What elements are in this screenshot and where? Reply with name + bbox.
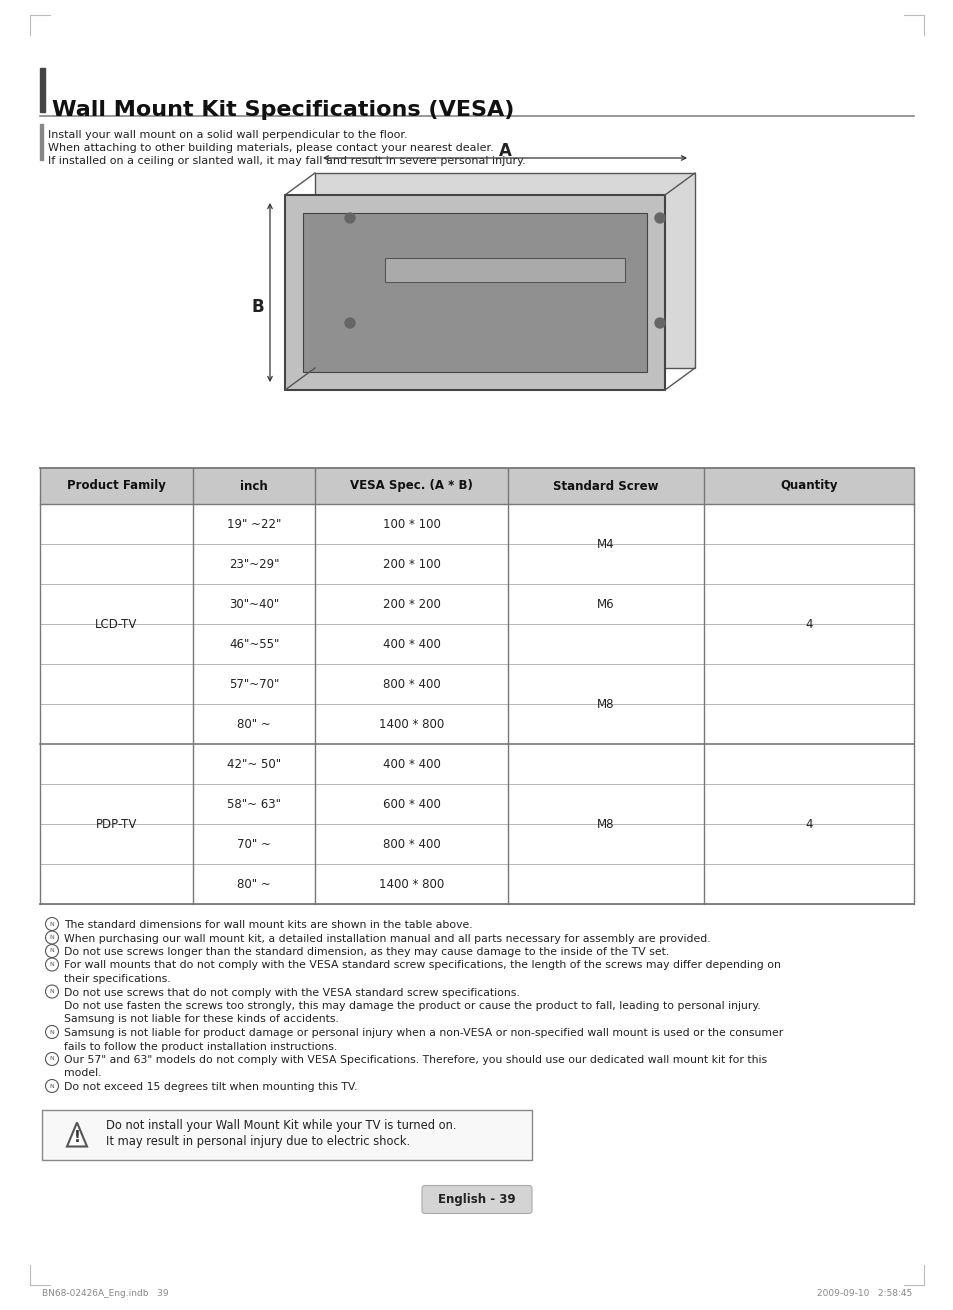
Text: M4: M4: [597, 537, 614, 550]
Text: 58"~ 63": 58"~ 63": [227, 798, 281, 811]
Text: M8: M8: [597, 697, 614, 710]
Bar: [40, 504, 913, 544]
Text: 80" ~: 80" ~: [237, 878, 271, 891]
Text: If installed on a ceiling or slanted wall, it may fall and result in severe pers: If installed on a ceiling or slanted wal…: [48, 156, 525, 166]
Bar: [40, 783, 913, 824]
Text: For wall mounts that do not comply with the VESA standard screw specifications, : For wall mounts that do not comply with …: [64, 960, 781, 971]
Text: N: N: [50, 921, 54, 926]
Text: 800 * 400: 800 * 400: [382, 837, 440, 850]
Text: Do not exceed 15 degrees tilt when mounting this TV.: Do not exceed 15 degrees tilt when mount…: [64, 1082, 357, 1093]
Text: !: !: [73, 1131, 80, 1145]
Bar: [40, 624, 913, 664]
Polygon shape: [314, 173, 695, 368]
Text: inch: inch: [240, 479, 268, 493]
Text: Product Family: Product Family: [67, 479, 166, 493]
Text: PDP-TV: PDP-TV: [95, 817, 137, 831]
Text: fails to follow the product installation instructions.: fails to follow the product installation…: [64, 1041, 337, 1052]
Text: When attaching to other building materials, please contact your nearest dealer.: When attaching to other building materia…: [48, 143, 494, 153]
Polygon shape: [285, 195, 664, 390]
Text: Wall Mount Kit Specifications (VESA): Wall Mount Kit Specifications (VESA): [52, 100, 514, 121]
Text: N: N: [50, 948, 54, 954]
Text: Samsung is not liable for product damage or personal injury when a non-VESA or n: Samsung is not liable for product damage…: [64, 1028, 782, 1038]
Bar: [40, 744, 913, 783]
Polygon shape: [303, 214, 646, 372]
Text: Do not use screws longer than the standard dimension, as they may cause damage t: Do not use screws longer than the standa…: [64, 947, 669, 958]
FancyBboxPatch shape: [421, 1186, 532, 1213]
Text: 4: 4: [804, 617, 812, 630]
Text: 200 * 100: 200 * 100: [382, 558, 440, 570]
Text: It may result in personal injury due to electric shock.: It may result in personal injury due to …: [106, 1136, 410, 1149]
Text: 46"~55": 46"~55": [229, 638, 279, 651]
Text: 800 * 400: 800 * 400: [382, 677, 440, 690]
Text: N: N: [50, 935, 54, 941]
Text: 30"~40": 30"~40": [229, 597, 279, 610]
Text: 600 * 400: 600 * 400: [382, 798, 440, 811]
Text: N: N: [50, 1083, 54, 1089]
Bar: [40, 865, 913, 904]
Text: M6: M6: [597, 597, 614, 610]
Circle shape: [655, 214, 664, 223]
Bar: [42, 1110, 532, 1159]
Text: 42"~ 50": 42"~ 50": [227, 757, 281, 770]
Bar: [40, 544, 913, 584]
Text: M8: M8: [597, 817, 614, 831]
Text: N: N: [50, 989, 54, 994]
Text: 1400 * 800: 1400 * 800: [378, 718, 443, 731]
Text: Standard Screw: Standard Screw: [553, 479, 658, 493]
Text: Do not use screws that do not comply with the VESA standard screw specifications: Do not use screws that do not comply wit…: [64, 988, 519, 997]
Text: 4: 4: [804, 817, 812, 831]
Text: When purchasing our wall mount kit, a detailed installation manual and all parts: When purchasing our wall mount kit, a de…: [64, 934, 710, 943]
Text: B: B: [252, 297, 264, 316]
Bar: [40, 703, 913, 744]
Text: Do not install your Wall Mount Kit while your TV is turned on.: Do not install your Wall Mount Kit while…: [106, 1120, 456, 1133]
Text: 400 * 400: 400 * 400: [382, 757, 440, 770]
Bar: [385, 258, 624, 282]
Bar: [40, 824, 913, 865]
Text: VESA Spec. (A * B): VESA Spec. (A * B): [350, 479, 473, 493]
Text: Quantity: Quantity: [780, 479, 837, 493]
Text: model.: model.: [64, 1069, 101, 1078]
Text: 57"~70": 57"~70": [229, 677, 279, 690]
Text: The standard dimensions for wall mount kits are shown in the table above.: The standard dimensions for wall mount k…: [64, 920, 472, 930]
Text: Install your wall mount on a solid wall perpendicular to the floor.: Install your wall mount on a solid wall …: [48, 130, 407, 140]
Bar: [40, 468, 913, 504]
Bar: [40, 664, 913, 703]
Text: A: A: [498, 141, 511, 160]
Circle shape: [345, 214, 355, 223]
Text: 200 * 200: 200 * 200: [382, 597, 440, 610]
Text: Our 57" and 63" models do not comply with VESA Specifications. Therefore, you sh: Our 57" and 63" models do not comply wit…: [64, 1055, 766, 1065]
Text: Do not use fasten the screws too strongly, this may damage the product or cause : Do not use fasten the screws too strongl…: [64, 1001, 760, 1011]
Bar: [40, 68, 45, 111]
Text: 70" ~: 70" ~: [237, 837, 271, 850]
Text: 80" ~: 80" ~: [237, 718, 271, 731]
Text: LCD-TV: LCD-TV: [95, 617, 137, 630]
Text: 1400 * 800: 1400 * 800: [378, 878, 443, 891]
Circle shape: [655, 318, 664, 328]
Text: BN68-02426A_Eng.indb   39: BN68-02426A_Eng.indb 39: [42, 1289, 169, 1298]
Text: N: N: [50, 1056, 54, 1061]
Polygon shape: [67, 1123, 87, 1146]
Bar: [40, 124, 43, 160]
Bar: [40, 584, 913, 624]
Text: N: N: [50, 1030, 54, 1035]
Text: 400 * 400: 400 * 400: [382, 638, 440, 651]
Circle shape: [345, 318, 355, 328]
Text: their specifications.: their specifications.: [64, 975, 171, 984]
Text: 23"~29": 23"~29": [229, 558, 279, 570]
Text: N: N: [50, 962, 54, 967]
Text: 19" ~22": 19" ~22": [227, 517, 281, 531]
Text: Samsung is not liable for these kinds of accidents.: Samsung is not liable for these kinds of…: [64, 1014, 338, 1024]
Text: 2009-09-10   2:58:45: 2009-09-10 2:58:45: [816, 1289, 911, 1298]
Text: 100 * 100: 100 * 100: [382, 517, 440, 531]
Text: English - 39: English - 39: [437, 1193, 516, 1207]
